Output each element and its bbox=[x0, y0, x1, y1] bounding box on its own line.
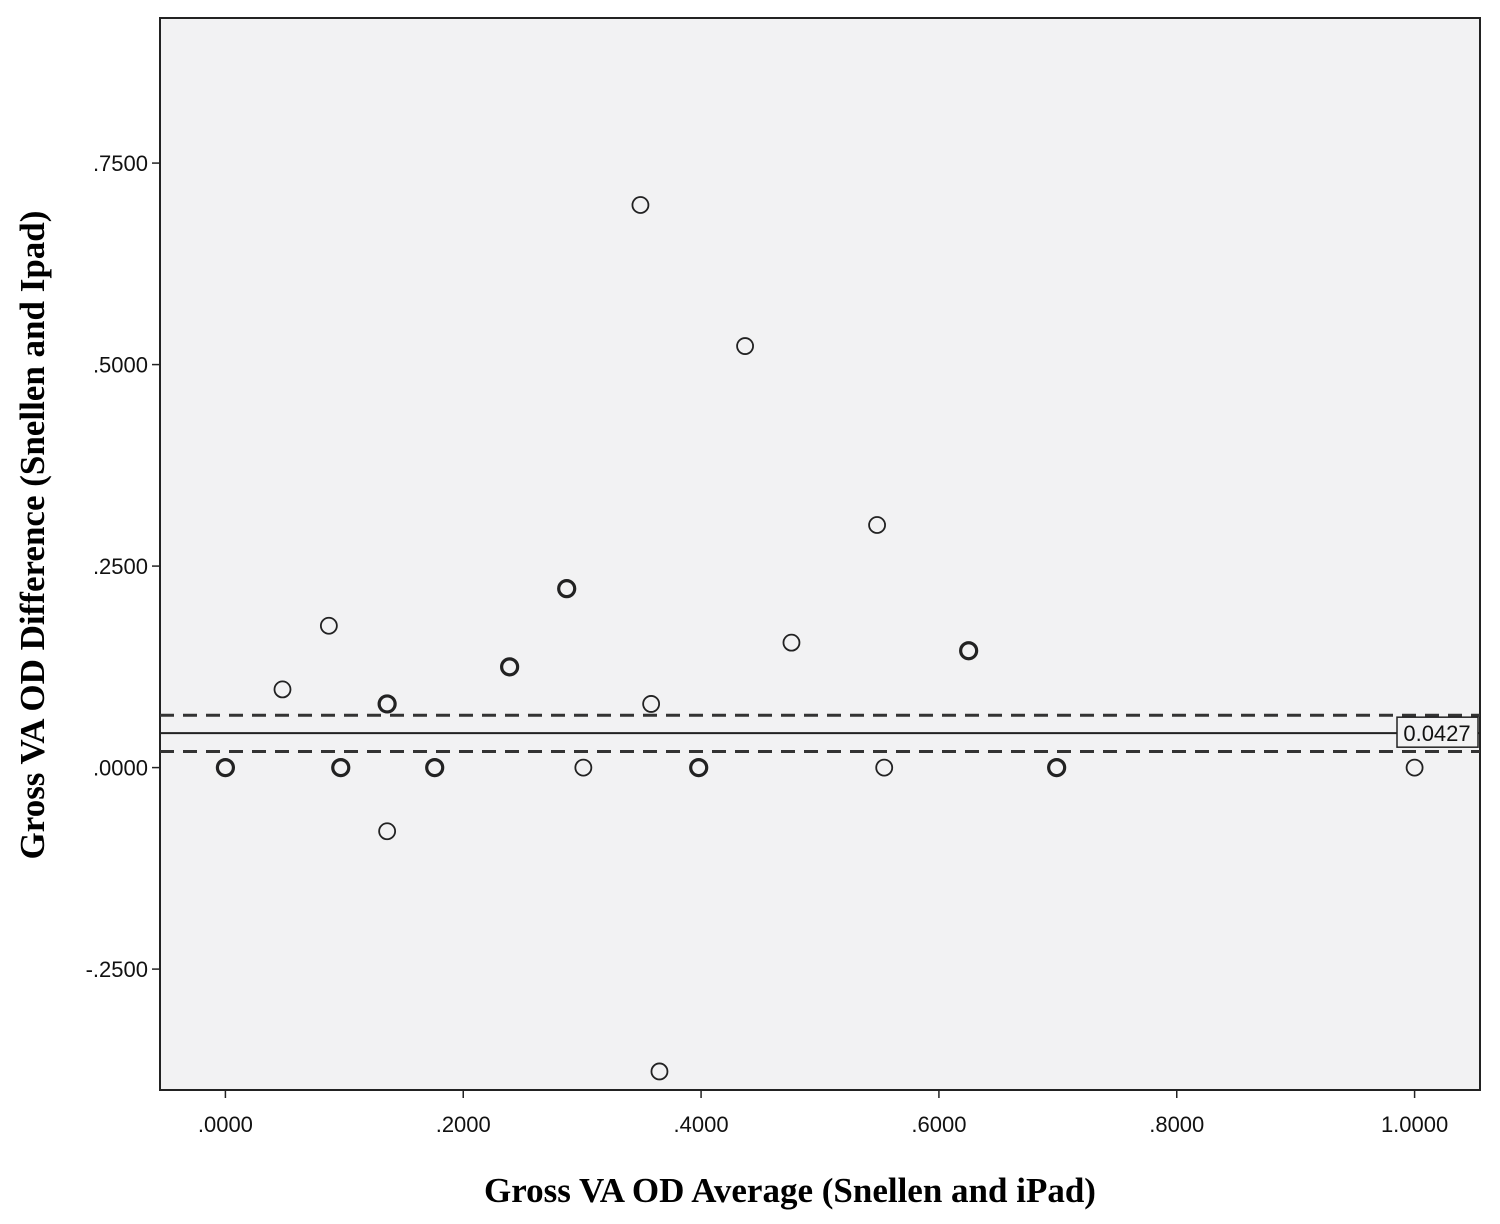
x-axis-title: Gross VA OD Average (Snellen and iPad) bbox=[484, 1171, 1096, 1210]
y-tick-label: .7500 bbox=[93, 151, 148, 176]
y-axis-title: Gross VA OD Difference (Snellen and Ipad… bbox=[13, 211, 52, 860]
plot-area bbox=[159, 17, 1481, 1091]
data-point bbox=[1047, 757, 1067, 778]
data-point bbox=[331, 757, 351, 778]
data-point bbox=[1405, 758, 1424, 777]
x-tick-label: .6000 bbox=[911, 1112, 966, 1137]
data-point bbox=[782, 633, 801, 652]
x-tick-label: .8000 bbox=[1149, 1112, 1204, 1137]
x-tick-label: 1.0000 bbox=[1381, 1112, 1448, 1137]
data-point bbox=[875, 758, 894, 777]
data-point bbox=[868, 516, 886, 534]
mean-line-label: 0.0427 bbox=[1403, 721, 1470, 746]
y-tick-label: .5000 bbox=[93, 353, 148, 378]
x-axis: .0000 .2000 .4000 .6000 .8000 1.0000 bbox=[198, 1090, 1448, 1137]
x-tick-label: .2000 bbox=[436, 1112, 491, 1137]
data-point bbox=[574, 758, 593, 777]
x-tick-label: .4000 bbox=[674, 1112, 729, 1137]
data-point bbox=[959, 641, 979, 661]
data-point bbox=[378, 822, 397, 841]
data-point bbox=[642, 695, 661, 713]
y-axis: -.2500 .0000 .2500 .5000 .7500 bbox=[86, 151, 160, 982]
y-tick-label: .0000 bbox=[93, 756, 148, 781]
data-point bbox=[273, 680, 292, 699]
data-point bbox=[631, 196, 650, 214]
data-point bbox=[319, 616, 338, 635]
data-point bbox=[557, 579, 577, 599]
data-points bbox=[215, 196, 1424, 1081]
data-point bbox=[500, 657, 520, 677]
data-point bbox=[689, 757, 709, 778]
x-tick-label: .0000 bbox=[198, 1112, 253, 1137]
reference-lines: 0.0427 bbox=[160, 713, 1480, 753]
y-tick-label: -.2500 bbox=[86, 957, 148, 982]
data-point bbox=[215, 757, 236, 778]
y-tick-label: .2500 bbox=[93, 554, 148, 579]
data-point bbox=[377, 694, 397, 714]
mean-label-box bbox=[1396, 716, 1479, 748]
data-point bbox=[650, 1062, 669, 1081]
data-point bbox=[425, 757, 445, 778]
data-point bbox=[736, 337, 754, 355]
